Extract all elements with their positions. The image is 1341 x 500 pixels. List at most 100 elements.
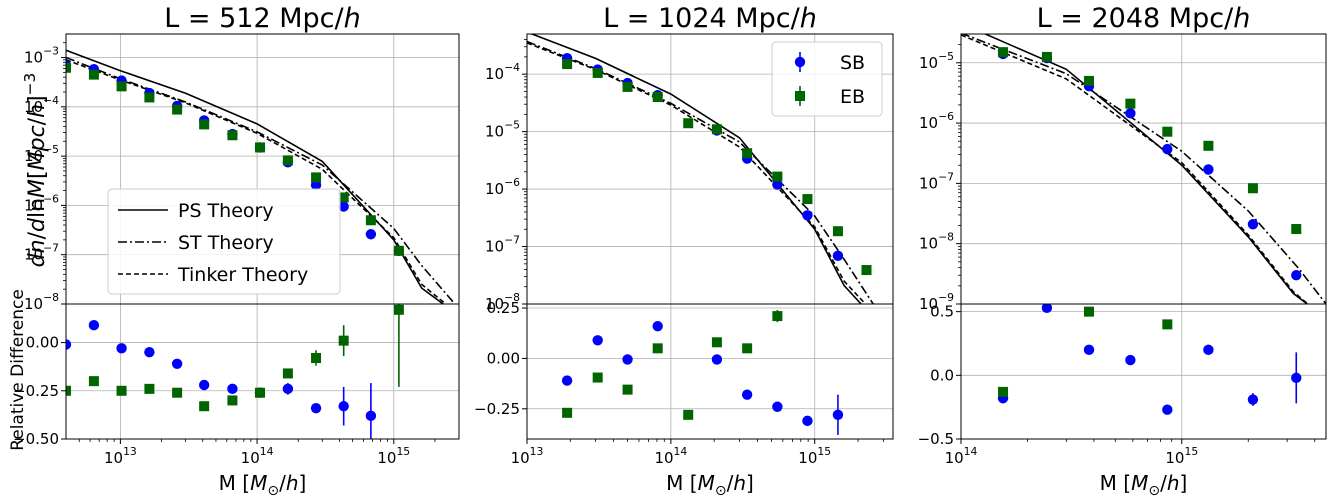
data-point-eb <box>393 304 404 315</box>
y-tick-label: 10−6 <box>485 176 520 198</box>
data-point-sb <box>1291 372 1302 384</box>
data-point-sb <box>772 401 783 412</box>
legend-label: ST Theory <box>178 232 274 254</box>
legend-box <box>107 188 341 295</box>
legend-marker-square <box>795 91 805 101</box>
y-tick-label: 10−4 <box>24 94 59 116</box>
y-tick-label: 0.00 <box>487 349 520 367</box>
y-tick-label: 10−4 <box>485 61 520 83</box>
data-point-eb <box>1125 98 1136 109</box>
y-tick-label: 10−6 <box>919 110 954 132</box>
x-tick-label: 1014 <box>945 445 978 467</box>
data-point-eb <box>88 69 99 80</box>
data-point-sb <box>1162 404 1173 415</box>
y-tick-label: 10−8 <box>485 291 520 313</box>
legend-label: PS Theory <box>178 200 274 222</box>
data-point-sb <box>1162 143 1173 155</box>
data-point-eb <box>802 194 813 205</box>
data-point-eb <box>116 385 127 396</box>
data-point-eb <box>1162 319 1173 330</box>
x-axis-label: M [M⊙/h] <box>219 471 307 499</box>
panel-2: L = 1024 Mpc/h 10−8 10−7 10−6 10−5 10−4 −0.25 0… <box>474 3 894 499</box>
data-point-eb <box>1084 306 1095 317</box>
data-point-sb <box>227 383 238 395</box>
data-point-sb <box>622 354 633 365</box>
theory-line-st-theory <box>66 56 456 304</box>
bottom-markers <box>66 304 404 439</box>
y-tick-label: 10−7 <box>485 234 520 256</box>
legend-label: EB <box>840 86 865 108</box>
data-point-eb <box>1247 183 1258 194</box>
data-point-sb <box>365 410 377 422</box>
data-point-eb <box>683 118 694 129</box>
y-tick-label: 10−7 <box>919 170 954 192</box>
data-point-eb <box>227 395 238 406</box>
data-point-eb <box>998 47 1009 58</box>
data-point-sb <box>310 402 322 414</box>
data-point-eb <box>562 407 573 418</box>
data-point-eb <box>592 67 603 78</box>
data-point-eb <box>144 383 155 394</box>
data-point-eb <box>772 311 783 322</box>
legend-label: Tinker Theory <box>177 264 308 286</box>
theory-line-tinker-theory <box>961 34 1310 304</box>
data-point-eb <box>711 337 722 348</box>
y-tick-label: 0.00 <box>26 334 59 352</box>
y-tick-label: 0.5 <box>930 303 954 321</box>
data-point-eb <box>338 335 349 346</box>
data-point-sb <box>144 347 155 358</box>
data-point-eb <box>66 62 71 73</box>
data-point-sb <box>198 379 210 391</box>
data-point-sb <box>338 201 349 212</box>
legend-label: SB <box>840 52 865 74</box>
data-point-sb <box>1125 108 1136 119</box>
bottom-axes-frame <box>960 303 1327 440</box>
data-point-sb <box>171 358 183 369</box>
y-tick-label: 0.0 <box>930 366 954 384</box>
data-point-eb <box>562 59 573 70</box>
bottom-axes-frame <box>526 303 894 440</box>
data-point-sb <box>832 250 844 262</box>
data-point-sb <box>1247 219 1259 230</box>
legend-box <box>771 41 883 117</box>
data-point-sb <box>1083 344 1095 356</box>
data-point-eb <box>711 124 722 135</box>
theory-line-tinker-theory <box>66 59 447 304</box>
theory-curves <box>961 34 1326 304</box>
top-markers <box>66 59 405 257</box>
y-tick-label: −0.25 <box>13 382 59 400</box>
data-point-eb <box>1162 126 1173 137</box>
data-point-eb <box>1203 140 1214 151</box>
data-point-sb <box>561 375 573 386</box>
y-tick-label: −0.25 <box>474 400 520 418</box>
y-tick-label: −0.50 <box>13 430 59 448</box>
data-point-sb <box>282 383 294 395</box>
x-axis-label: M [M⊙/h] <box>1100 471 1188 499</box>
theory-line-ps-theory <box>66 49 444 304</box>
panel-title: L = 2048 Mpc/h <box>1037 3 1251 34</box>
y-tick-label: −0.5 <box>918 430 954 448</box>
data-point-eb <box>172 387 183 398</box>
y-axis-label-bottom: Relative Difference <box>8 289 28 451</box>
data-point-eb <box>592 372 603 383</box>
data-point-sb <box>652 320 663 332</box>
data-point-eb <box>998 386 1009 397</box>
data-point-eb <box>1041 51 1052 62</box>
data-point-sb <box>1247 394 1259 405</box>
panel-title: L = 1024 Mpc/h <box>603 3 817 34</box>
data-point-sb <box>1041 304 1053 314</box>
y-tick-label: 10−6 <box>24 192 59 214</box>
data-point-sb <box>116 343 127 354</box>
data-point-eb <box>227 130 238 141</box>
legend-data: SB EB <box>771 41 883 117</box>
y-tick-label: 0.25 <box>487 299 520 317</box>
x-tick-label: 1015 <box>1165 445 1198 467</box>
x-axis-label: M [M⊙/h] <box>666 471 754 499</box>
y-axis-label-top: dn/dlnM[Mpc/h]−3 <box>21 73 50 268</box>
data-point-eb <box>144 92 155 103</box>
bottom-axes-frame <box>65 303 460 440</box>
top-markers <box>997 47 1302 281</box>
data-point-sb <box>1291 270 1302 281</box>
y-tick-label: 10−7 <box>24 242 59 264</box>
data-point-eb <box>199 119 210 130</box>
